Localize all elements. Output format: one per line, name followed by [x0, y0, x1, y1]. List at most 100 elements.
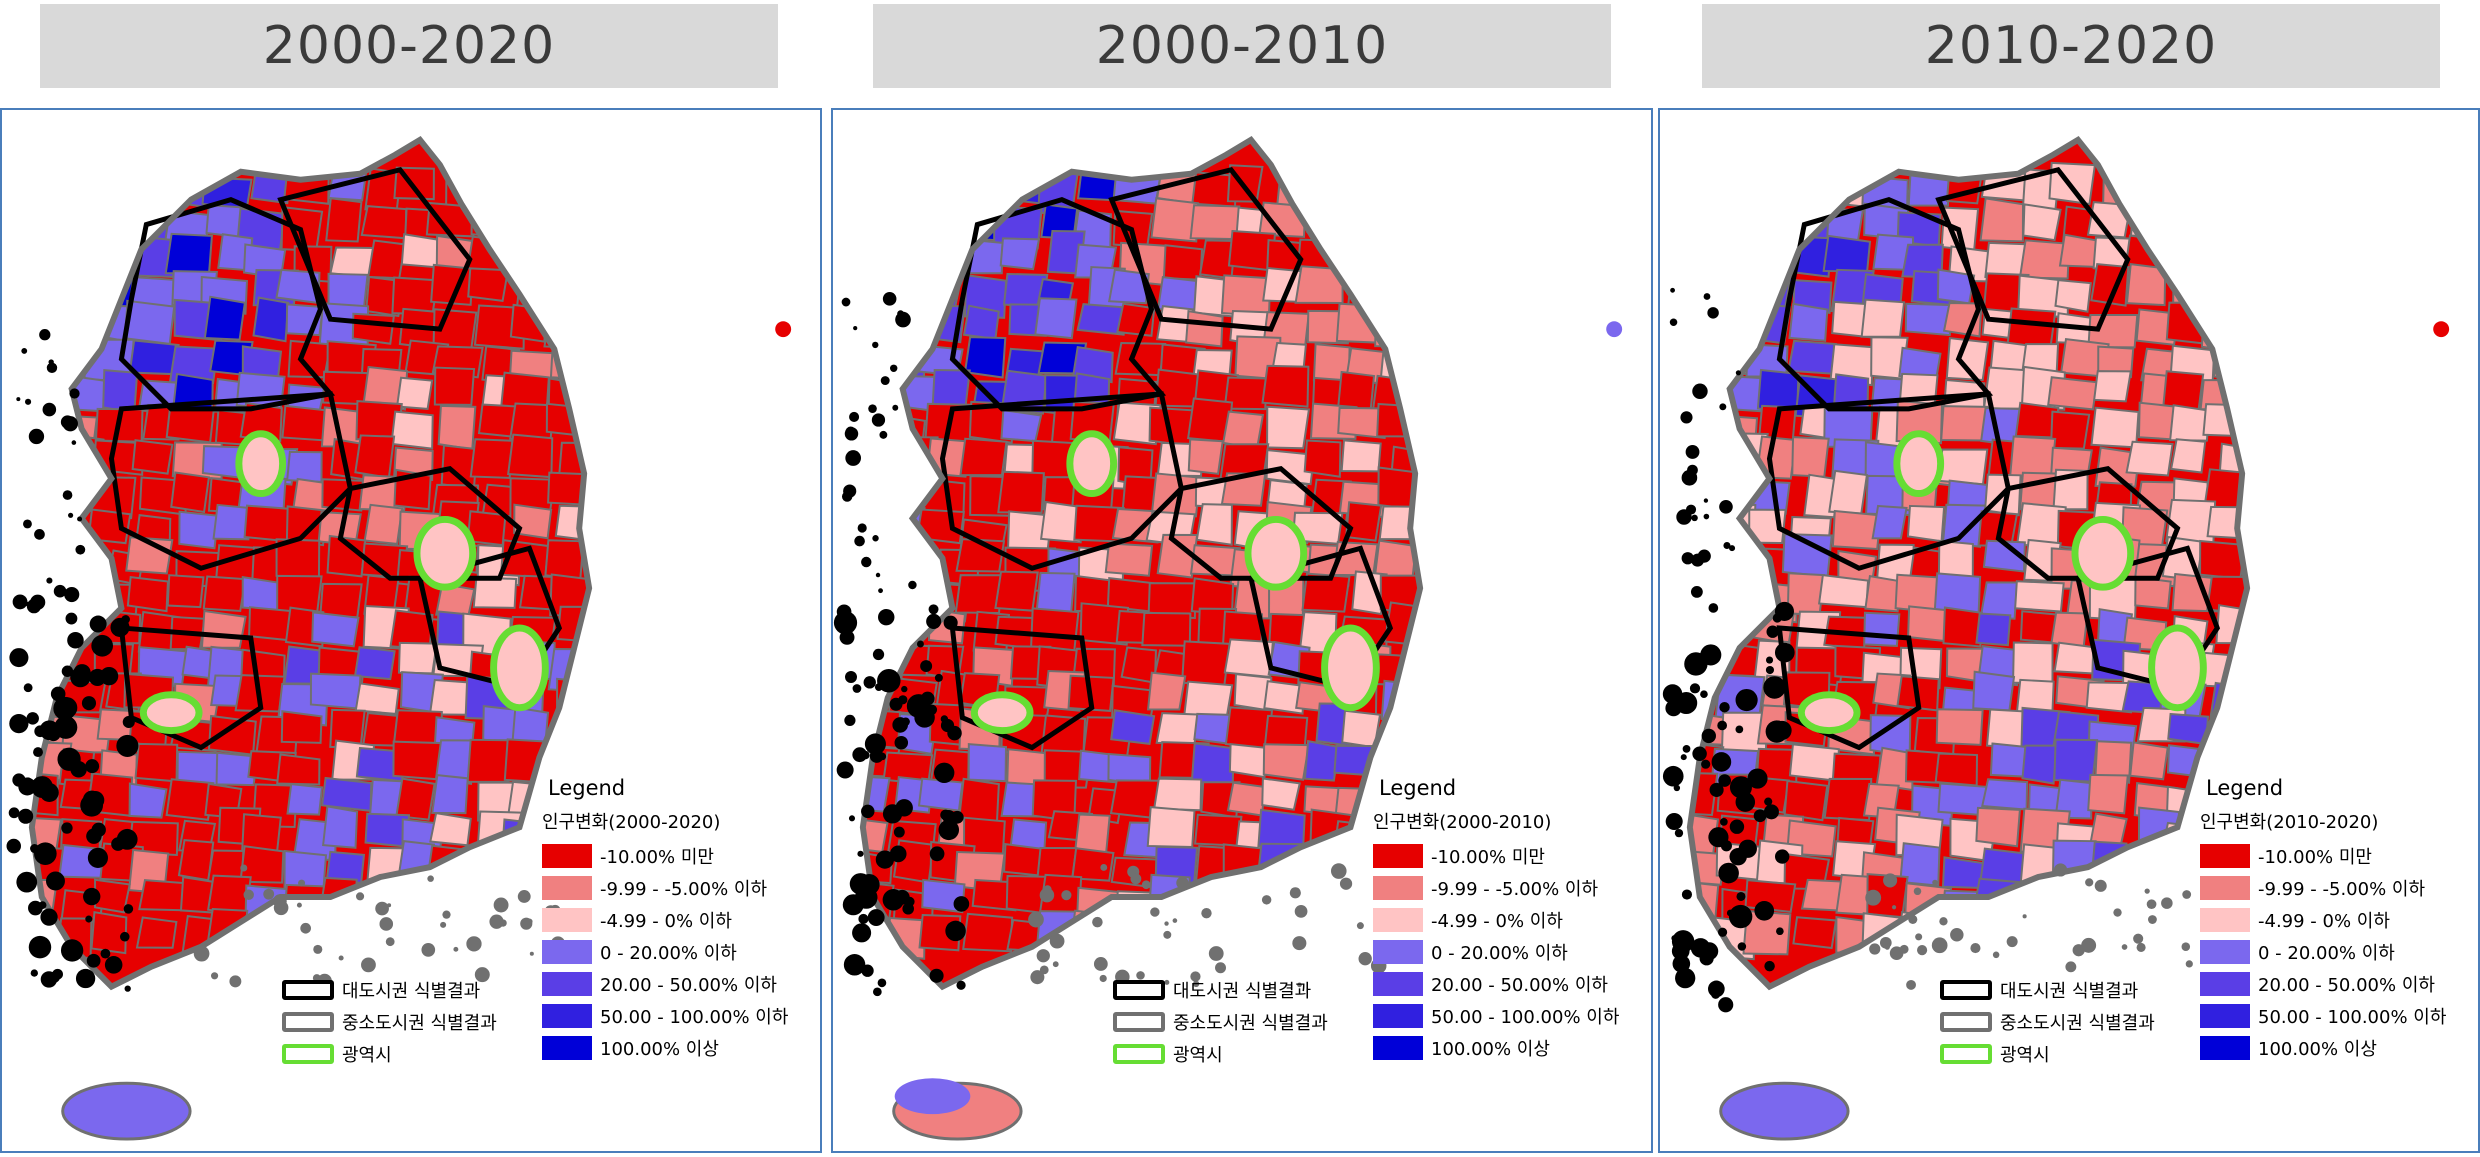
- island: [872, 987, 882, 997]
- map-district: [2210, 264, 2248, 309]
- map-district: [1941, 915, 1993, 960]
- boundary-swatch-city: [1113, 1012, 1165, 1032]
- map-district: [1864, 574, 1901, 613]
- island: [1673, 784, 1681, 792]
- island: [895, 311, 911, 328]
- map-panel-2010-2020: Legend 인구변화(2010-2020) -10.00% 미만 -9.99 …: [1658, 108, 2480, 1153]
- map-district: [2047, 376, 2099, 411]
- map-district: [1787, 339, 1837, 375]
- boundary-label: 광역시: [342, 1045, 392, 1066]
- island: [1164, 979, 1170, 985]
- map-district: [885, 548, 934, 582]
- map-district: [2169, 404, 2211, 442]
- map-district: [1263, 680, 1306, 715]
- island: [2182, 890, 2192, 899]
- legend-label: -9.99 - -5.00% 이하: [2258, 879, 2426, 900]
- island: [893, 826, 905, 838]
- island: [33, 747, 43, 758]
- legend-swatch: [1373, 844, 1423, 868]
- island: [929, 846, 945, 862]
- island: [421, 943, 436, 957]
- map-district: [200, 609, 247, 649]
- island: [1164, 921, 1169, 926]
- boundary-label: 중소도시권 식별결과: [1173, 1013, 1328, 1034]
- island: [1681, 889, 1693, 900]
- metro-city-outline: [2071, 515, 2135, 591]
- island: [1100, 863, 1108, 871]
- island: [1043, 885, 1052, 894]
- island: [1703, 293, 1711, 300]
- island: [2133, 933, 2144, 944]
- island: [1700, 690, 1708, 699]
- island: [1692, 746, 1707, 762]
- map-district: [351, 312, 395, 345]
- island: [1754, 900, 1775, 921]
- island: [100, 948, 111, 959]
- island: [1662, 684, 1683, 704]
- island: [2181, 942, 2191, 951]
- island: [1764, 960, 1775, 972]
- map-district: [1800, 878, 1843, 912]
- island: [60, 939, 84, 962]
- boundary-label: 대도시권 식별결과: [1173, 981, 1312, 1002]
- map-district: [1301, 572, 1351, 613]
- island: [889, 845, 907, 863]
- legend-item-2: -9.99 - -5.00% 이하: [2200, 872, 2478, 904]
- map-district: [862, 234, 907, 276]
- island: [1691, 514, 1698, 522]
- island: [240, 864, 248, 872]
- island: [2113, 908, 2122, 917]
- map-title-2000-2010: 2000-2010: [873, 4, 1611, 88]
- map-district: [1904, 302, 1954, 337]
- island: [111, 837, 125, 851]
- island: [844, 427, 859, 441]
- island: [916, 640, 924, 648]
- legend-item-3: -4.99 - 0% 이하: [1373, 904, 1651, 936]
- map-district: [166, 574, 205, 609]
- map-district: [1153, 777, 1203, 812]
- island: [193, 945, 210, 962]
- island: [68, 512, 74, 518]
- island: [1717, 720, 1728, 731]
- island: [30, 969, 38, 977]
- map-district: [1257, 808, 1306, 850]
- map-district: [2214, 720, 2248, 757]
- legend-swatch: [2200, 972, 2250, 996]
- map-district: [862, 479, 903, 516]
- legend-swatch: [2200, 876, 2250, 900]
- map-district: [1899, 842, 1941, 887]
- map-district: [1817, 574, 1870, 609]
- map-district: [90, 911, 128, 955]
- island: [1358, 952, 1372, 966]
- map-district: [2134, 575, 2172, 610]
- legend-title: Legend: [548, 776, 626, 800]
- map-district: [862, 200, 901, 241]
- island: [940, 715, 949, 723]
- legend-item-6: 50.00 - 100.00% 이하: [1373, 1000, 1651, 1032]
- map-district: [31, 541, 59, 578]
- island: [86, 953, 101, 968]
- map-district: [1303, 739, 1341, 782]
- metro-city-outline: [2148, 624, 2207, 712]
- map-district: [325, 197, 363, 243]
- island: [845, 671, 857, 684]
- map-district: [1713, 579, 1762, 614]
- map-district: [395, 376, 434, 410]
- island: [42, 402, 57, 417]
- map-district: [1262, 743, 1310, 781]
- island: [30, 843, 40, 854]
- metro-city-outline: [235, 430, 287, 498]
- map-district: [465, 168, 512, 210]
- island: [1917, 945, 1928, 956]
- legend-2010-2020: Legend 인구변화(2010-2020) -10.00% 미만 -9.99 …: [2200, 776, 2478, 1064]
- legend-title: Legend: [1379, 776, 1457, 800]
- island: [1685, 445, 1700, 459]
- map-district: [392, 740, 444, 781]
- map-district: [94, 171, 139, 208]
- island: [844, 714, 856, 727]
- island: [124, 985, 131, 992]
- island: [1869, 943, 1881, 955]
- island: [858, 913, 869, 925]
- map-district: [62, 267, 100, 314]
- island: [1697, 549, 1711, 563]
